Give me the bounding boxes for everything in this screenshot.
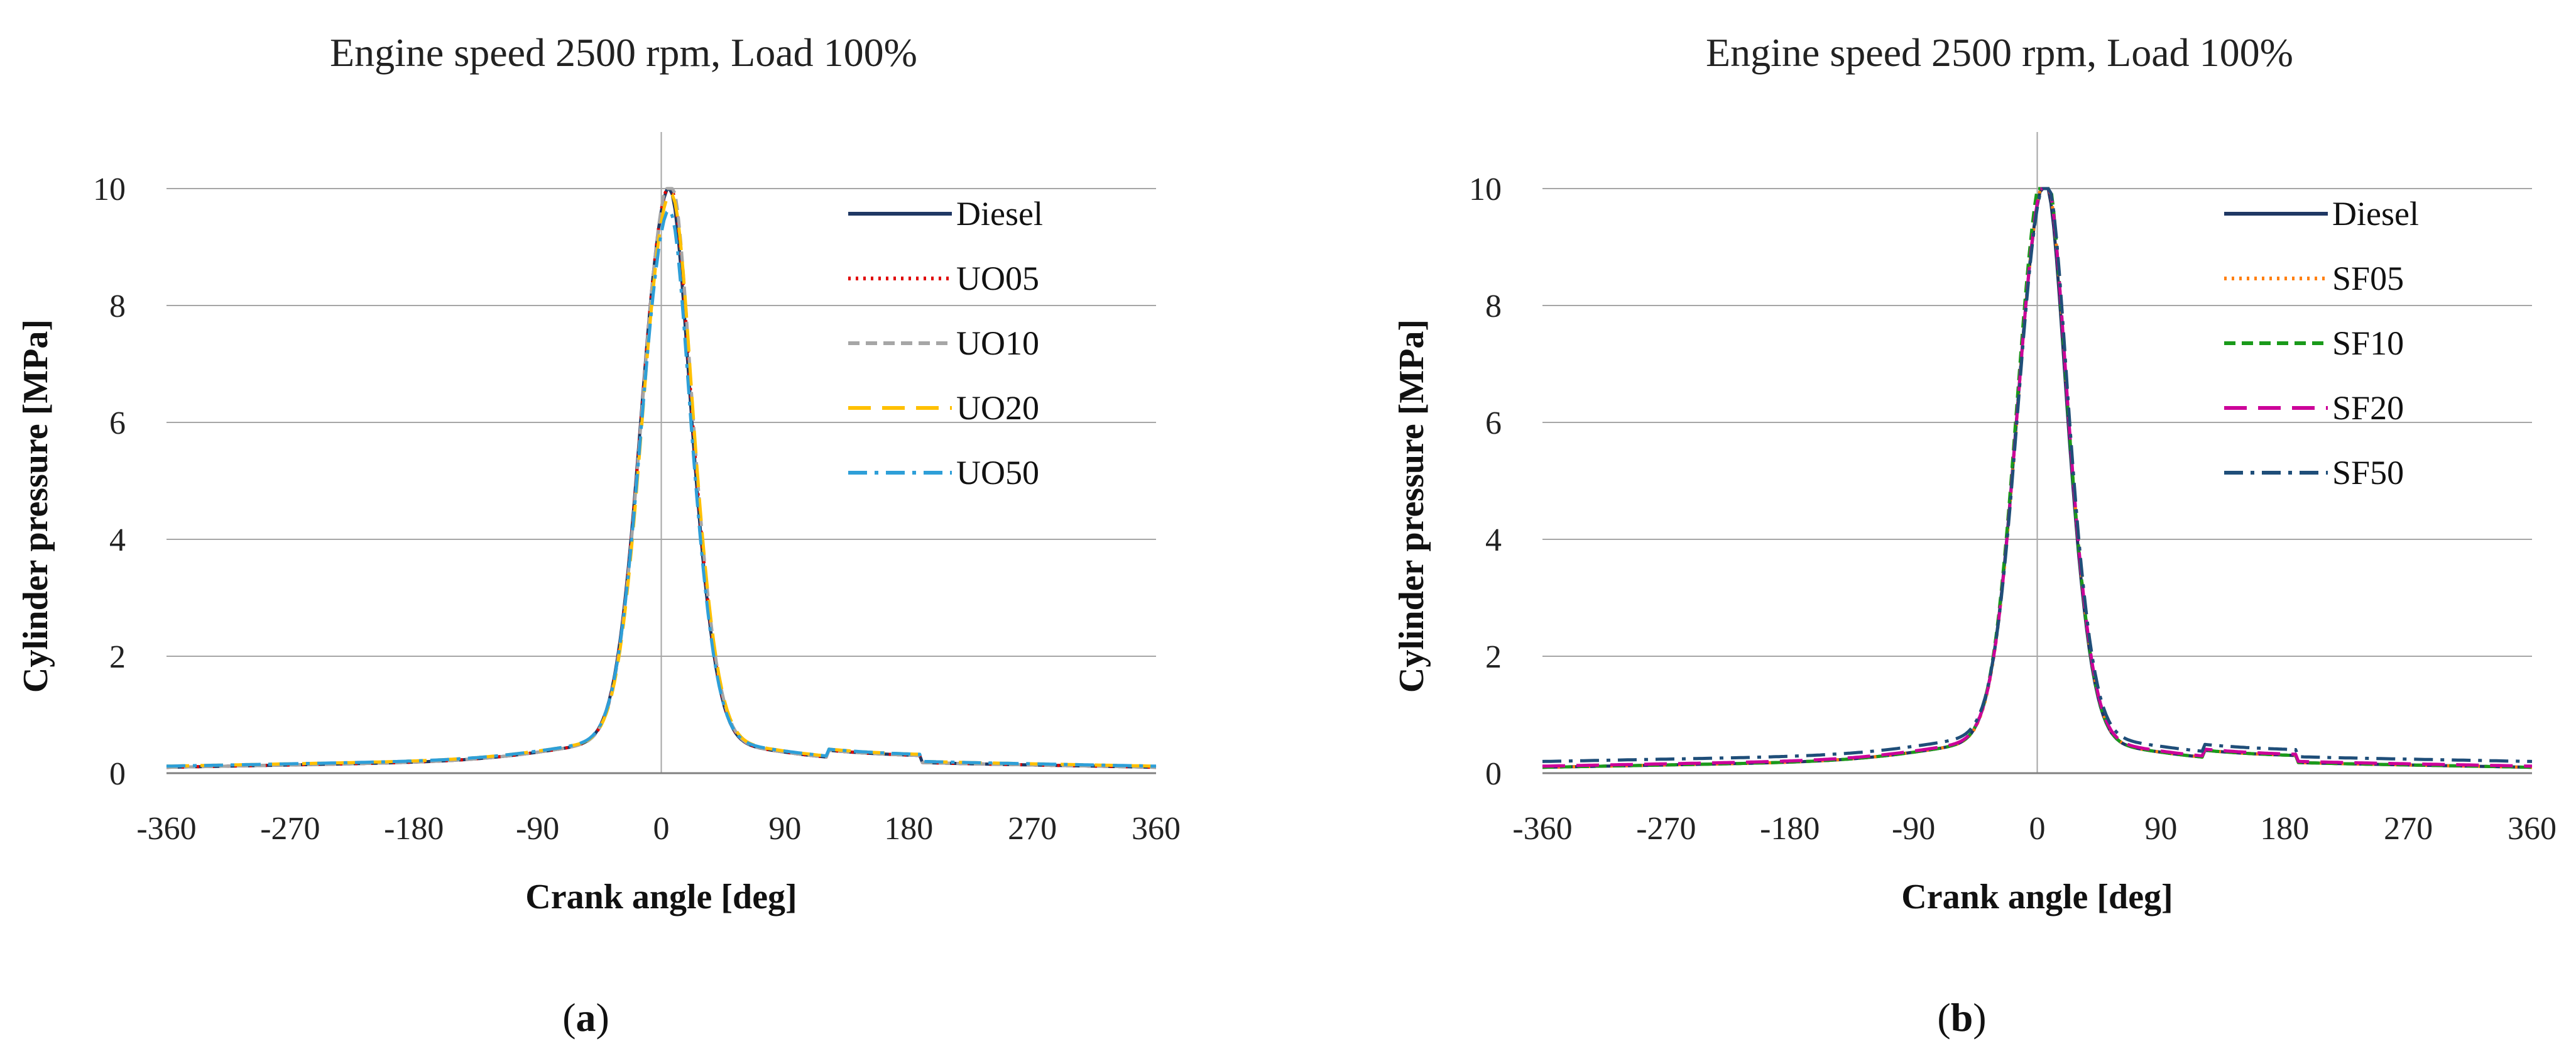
y-tick-label: 8 [109, 289, 126, 324]
y-tick-label: 2 [109, 639, 126, 675]
y-tick-label: 0 [1485, 756, 1502, 792]
legend-label-sf10: SF10 [2332, 324, 2404, 362]
caption-open: ( [1937, 995, 1950, 1040]
x-tick-label: 270 [1008, 811, 1057, 847]
x-tick-label: -270 [1636, 811, 1696, 847]
x-tick-label: -360 [1512, 811, 1572, 847]
chart-b: Engine speed 2500 rpm, Load 100% 0 2 4 6 8 10 -… [1392, 30, 2557, 1040]
chart-a: Engine speed 2500 rpm, Load 100% 0 2 4 6 8 10 -… [16, 30, 1181, 1040]
panel-caption: (b) [1937, 995, 1986, 1040]
y-tick-label: 2 [1485, 639, 1502, 675]
x-axis-label: Crank angle [deg] [1901, 878, 2173, 916]
y-tick-label: 4 [109, 522, 126, 558]
x-tick-label: 360 [2508, 811, 2557, 847]
y-tick-label: 8 [1485, 289, 1502, 324]
panel-caption: (a) [562, 995, 609, 1040]
x-tick-label: -360 [136, 811, 196, 847]
y-tick-label: 6 [109, 405, 126, 441]
y-axis-label: Cylinder pressure [MPa] [1392, 319, 1431, 693]
series-line-sf50 [1542, 187, 2533, 763]
legend-label-uo20: UO20 [956, 389, 1039, 427]
x-tick-label: 360 [1132, 811, 1181, 847]
chart-title: Engine speed 2500 rpm, Load 100% [330, 30, 917, 75]
y-axis-label: Cylinder pressure [MPa] [16, 319, 55, 693]
legend-label-diesel: Diesel [956, 195, 1043, 233]
x-tick-label: -180 [384, 811, 444, 847]
caption-close: ) [596, 995, 609, 1040]
legend-label-diesel: Diesel [2332, 195, 2419, 233]
y-tick-label: 10 [1469, 172, 1502, 207]
y-tick-label: 6 [1485, 405, 1502, 441]
x-tick-label: 90 [768, 811, 801, 847]
legend-label-uo05: UO05 [956, 260, 1039, 297]
y-tick-label: 10 [93, 172, 126, 207]
x-tick-label: 270 [2384, 811, 2433, 847]
series-line-sf20 [1542, 187, 2532, 768]
legend-label-uo10: UO10 [956, 324, 1039, 362]
series-line-uo20 [166, 192, 1156, 768]
x-tick-label: 180 [884, 811, 933, 847]
caption-letter: b [1951, 995, 1973, 1040]
x-tick-label: 90 [2144, 811, 2177, 847]
legend-label-uo50: UO50 [956, 454, 1039, 492]
y-tick-label: 0 [109, 756, 126, 792]
x-tick-label: -180 [1760, 811, 1820, 847]
x-tick-label: 180 [2260, 811, 2309, 847]
panel-b: Engine speed 2500 rpm, Load 100% 0 2 4 6 8 10 -… [1376, 0, 2576, 1051]
caption-letter: a [576, 995, 596, 1040]
x-tick-label: -90 [1892, 811, 1935, 847]
caption-close: ) [1973, 995, 1986, 1040]
chart-title: Engine speed 2500 rpm, Load 100% [1706, 30, 2293, 75]
x-tick-label: 0 [2029, 811, 2046, 847]
legend-label-sf05: SF05 [2332, 260, 2404, 297]
legend-label-sf20: SF20 [2332, 389, 2404, 427]
y-tick-label: 4 [1485, 522, 1502, 558]
x-axis-label: Crank angle [deg] [525, 878, 797, 916]
series-line-uo50 [166, 209, 1156, 768]
legend-label-sf50: SF50 [2332, 454, 2404, 492]
caption-open: ( [562, 995, 576, 1040]
x-tick-label: -90 [516, 811, 559, 847]
x-tick-label: -270 [260, 811, 320, 847]
panel-a: Engine speed 2500 rpm, Load 100% 0 2 4 6 8 10 -… [16, 30, 1181, 1040]
x-tick-label: 0 [653, 811, 670, 847]
